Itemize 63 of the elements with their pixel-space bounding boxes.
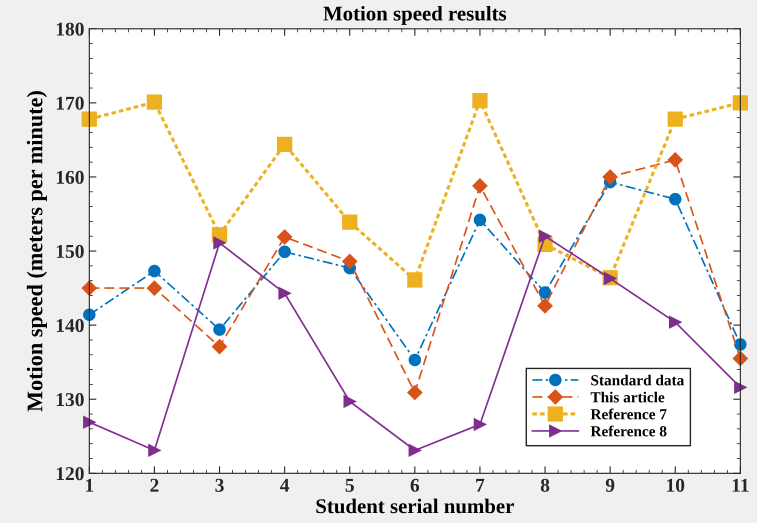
y-tick-label: 120 [56, 467, 84, 480]
legend-label: This article [590, 392, 664, 402]
legend-label: Standard data [591, 374, 684, 386]
chart-title: Motion speed results [323, 6, 506, 25]
point [278, 287, 291, 300]
x-tick-label: 11 [732, 478, 749, 492]
point [276, 136, 292, 152]
point [407, 384, 422, 400]
point [472, 92, 488, 108]
point [82, 112, 97, 127]
y-tick-label: 160 [56, 170, 84, 184]
point [538, 286, 552, 299]
point [146, 94, 162, 110]
point [474, 214, 486, 226]
point [83, 416, 96, 428]
point [408, 354, 422, 366]
x-tick-label: 4 [280, 478, 290, 492]
x-tick-label: 10 [667, 478, 684, 492]
point [668, 316, 682, 328]
point [732, 95, 748, 110]
y-tick-label: 170 [56, 96, 84, 110]
x-tick-label: 9 [606, 478, 614, 492]
point [213, 236, 226, 250]
point [732, 350, 748, 366]
point [82, 280, 97, 296]
point [213, 323, 226, 336]
point [148, 264, 161, 278]
point [278, 246, 291, 258]
x-axis-title: Student serial number [316, 498, 514, 514]
legend-label: Reference 8 [590, 426, 666, 436]
x-tick-label: 2 [150, 478, 158, 492]
point [408, 444, 422, 457]
x-tick-label: 6 [410, 478, 420, 492]
point [668, 152, 683, 168]
point [734, 381, 747, 394]
y-tick-label: 130 [56, 393, 84, 406]
point [538, 230, 552, 242]
point [342, 254, 358, 269]
y-tick-label: 180 [56, 22, 84, 36]
y-tick-label: 150 [56, 244, 84, 258]
legend-label: Reference 7 [590, 408, 667, 420]
y-axis-title: Motion speed (meters per minute) [26, 91, 47, 412]
x-tick-label: 8 [540, 478, 550, 492]
point [277, 229, 292, 245]
point [148, 444, 161, 457]
point [212, 339, 228, 354]
point [472, 178, 488, 194]
point [342, 214, 358, 230]
point [474, 418, 486, 431]
x-tick-label: 7 [476, 478, 484, 492]
point [734, 338, 747, 351]
x-tick-label: 5 [346, 478, 354, 492]
point [668, 192, 682, 206]
point [146, 280, 162, 296]
point [407, 272, 422, 288]
point [668, 112, 683, 127]
point [602, 169, 618, 185]
point [537, 298, 553, 314]
point [343, 395, 356, 408]
y-tick-label: 140 [56, 318, 84, 332]
x-tick-label: 3 [215, 478, 224, 492]
x-tick-label: 1 [86, 478, 94, 492]
point [83, 308, 96, 322]
